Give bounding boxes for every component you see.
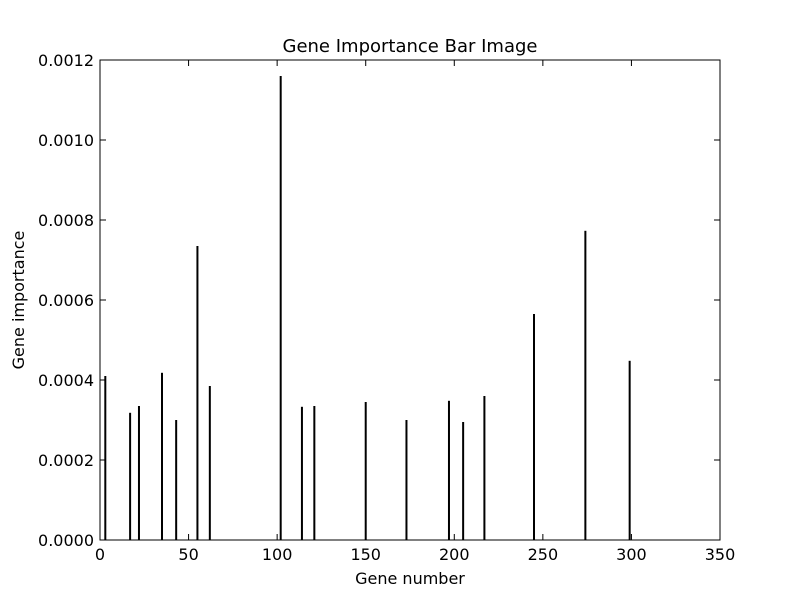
bar-gene-197 [447,400,450,540]
x-tick-label: 300 [616,545,647,564]
y-tick-label: 0.0002 [38,451,94,470]
x-tick-label: 150 [350,545,381,564]
y-tick-label: 0.0000 [38,531,94,550]
bar-gene-173 [405,420,408,540]
x-tick-label: 200 [439,545,470,564]
y-axis-label: Gene importance [9,231,28,370]
x-tick-label: 250 [528,545,559,564]
bar-gene-205 [462,422,465,540]
y-tick-label: 0.0006 [38,291,94,310]
x-tick-label: 350 [705,545,736,564]
axis-ticks: 0 50 100 150 200 250 300 350 0.0000 0.0002 0.0004 0… [38,51,735,564]
bar-gene-22 [137,406,140,540]
bar-gene-102 [279,76,282,540]
y-tick-label: 0.0004 [38,371,94,390]
y-tick-label: 0.0008 [38,211,94,230]
bar-gene-121 [313,406,316,540]
x-tick-label: 100 [262,545,293,564]
x-axis-label: Gene number [355,569,465,588]
bar-gene-217 [483,396,486,540]
x-tick-label: 0 [95,545,105,564]
chart-title: Gene Importance Bar Image [283,36,538,57]
bar-gene-274 [584,230,587,541]
bars [104,76,631,541]
bar-gene-114 [300,406,303,540]
y-tick-label: 0.0010 [38,131,94,150]
bar-gene-62 [208,386,211,540]
bar-gene-245 [533,314,535,540]
x-tick-label: 50 [178,545,198,564]
bar-gene-150 [364,402,367,540]
bar-gene-43 [175,420,178,540]
bar-gene-17 [129,412,132,540]
bar-gene-3 [104,376,107,540]
y-tick-label: 0.0012 [38,51,94,70]
bar-gene-299 [628,360,631,540]
bar-gene-55 [196,246,199,540]
bar-gene-35 [161,372,163,540]
